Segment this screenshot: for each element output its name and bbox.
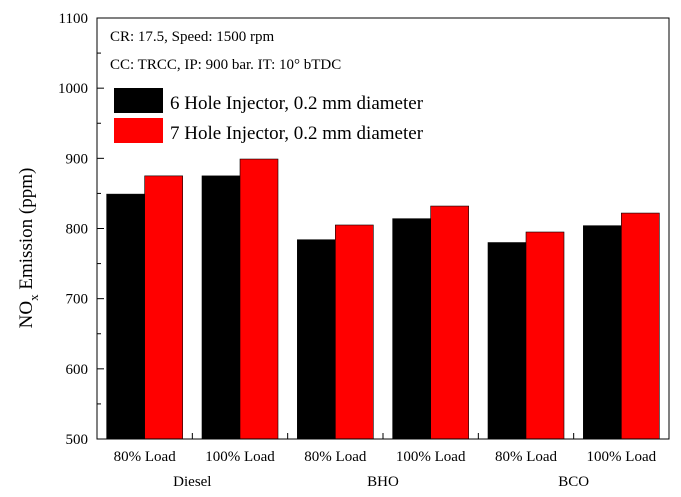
legend: 6 Hole Injector, 0.2 mm diameter 7 Hole … bbox=[114, 88, 424, 144]
legend-label-series-1: 6 Hole Injector, 0.2 mm diameter bbox=[170, 93, 424, 114]
x-group-label: BHO bbox=[367, 474, 399, 490]
y-tick-label: 700 bbox=[66, 292, 89, 308]
x-category-label: 80% Load bbox=[495, 449, 558, 465]
bar-series-2-2 bbox=[239, 158, 279, 440]
x-category-label: 100% Load bbox=[587, 449, 657, 465]
y-tick-label: 900 bbox=[66, 151, 89, 167]
annotation-line-2: CC: TRCC, IP: 900 bar. IT: 10° bTDC bbox=[110, 57, 341, 73]
bar-series-1-3 bbox=[297, 239, 336, 440]
x-group-label: BCO bbox=[558, 474, 589, 490]
bar-series-2-5 bbox=[525, 231, 565, 440]
x-category-label: 100% Load bbox=[396, 449, 466, 465]
bar-series-1-1 bbox=[106, 193, 145, 440]
legend-swatch-series-2 bbox=[114, 118, 163, 143]
y-axis: 500 600 700 800 900 1000 1100 bbox=[58, 11, 104, 448]
legend-swatch-series-1 bbox=[114, 88, 163, 113]
bar-series-1-5 bbox=[487, 242, 527, 440]
bar-series-1-4 bbox=[392, 218, 431, 440]
y-tick-label: 500 bbox=[66, 432, 89, 448]
x-category-label: 100% Load bbox=[205, 449, 275, 465]
bar-series-1-6 bbox=[583, 225, 622, 440]
bar-series-1-2 bbox=[201, 175, 241, 440]
bar-series-2-3 bbox=[335, 224, 374, 440]
y-tick-label: 800 bbox=[66, 222, 89, 238]
bar-series-2-4 bbox=[430, 205, 469, 440]
bars-layer bbox=[106, 158, 660, 440]
annotation-line-1: CR: 17.5, Speed: 1500 rpm bbox=[110, 29, 274, 45]
y-tick-label: 1000 bbox=[58, 81, 88, 97]
y-tick-label: 600 bbox=[66, 362, 89, 378]
y-axis-title: NOx Emission (ppm) bbox=[16, 168, 41, 329]
x-group-label: Diesel bbox=[173, 474, 211, 490]
bar-series-2-6 bbox=[621, 212, 660, 440]
bar-series-2-1 bbox=[144, 175, 183, 440]
legend-label-series-2: 7 Hole Injector, 0.2 mm diameter bbox=[170, 123, 424, 144]
x-category-label: 80% Load bbox=[114, 449, 177, 465]
x-category-label: 80% Load bbox=[304, 449, 367, 465]
x-axis: 80% Load 100% Load 80% Load 100% Load 80% Lo… bbox=[96, 433, 670, 490]
y-tick-label: 1100 bbox=[59, 11, 88, 27]
